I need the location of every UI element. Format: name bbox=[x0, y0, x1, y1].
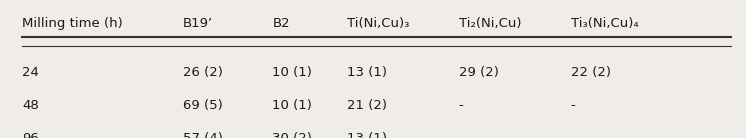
Text: B19’: B19’ bbox=[183, 17, 213, 30]
Text: 24: 24 bbox=[22, 66, 40, 79]
Text: Ti₂(Ni,Cu): Ti₂(Ni,Cu) bbox=[459, 17, 521, 30]
Text: -: - bbox=[459, 99, 463, 112]
Text: Milling time (h): Milling time (h) bbox=[22, 17, 123, 30]
Text: -: - bbox=[459, 132, 463, 138]
Text: B2: B2 bbox=[272, 17, 290, 30]
Text: Ti(Ni,Cu)₃: Ti(Ni,Cu)₃ bbox=[347, 17, 410, 30]
Text: 48: 48 bbox=[22, 99, 39, 112]
Text: -: - bbox=[571, 99, 575, 112]
Text: 26 (2): 26 (2) bbox=[183, 66, 222, 79]
Text: -: - bbox=[571, 132, 575, 138]
Text: Ti₃(Ni,Cu)₄: Ti₃(Ni,Cu)₄ bbox=[571, 17, 639, 30]
Text: 10 (1): 10 (1) bbox=[272, 66, 312, 79]
Text: 96: 96 bbox=[22, 132, 39, 138]
Text: 13 (1): 13 (1) bbox=[347, 66, 387, 79]
Text: 29 (2): 29 (2) bbox=[459, 66, 498, 79]
Text: 57 (4): 57 (4) bbox=[183, 132, 222, 138]
Text: 30 (2): 30 (2) bbox=[272, 132, 312, 138]
Text: 10 (1): 10 (1) bbox=[272, 99, 312, 112]
Text: 22 (2): 22 (2) bbox=[571, 66, 611, 79]
Text: 13 (1): 13 (1) bbox=[347, 132, 387, 138]
Text: 21 (2): 21 (2) bbox=[347, 99, 387, 112]
Text: 69 (5): 69 (5) bbox=[183, 99, 222, 112]
